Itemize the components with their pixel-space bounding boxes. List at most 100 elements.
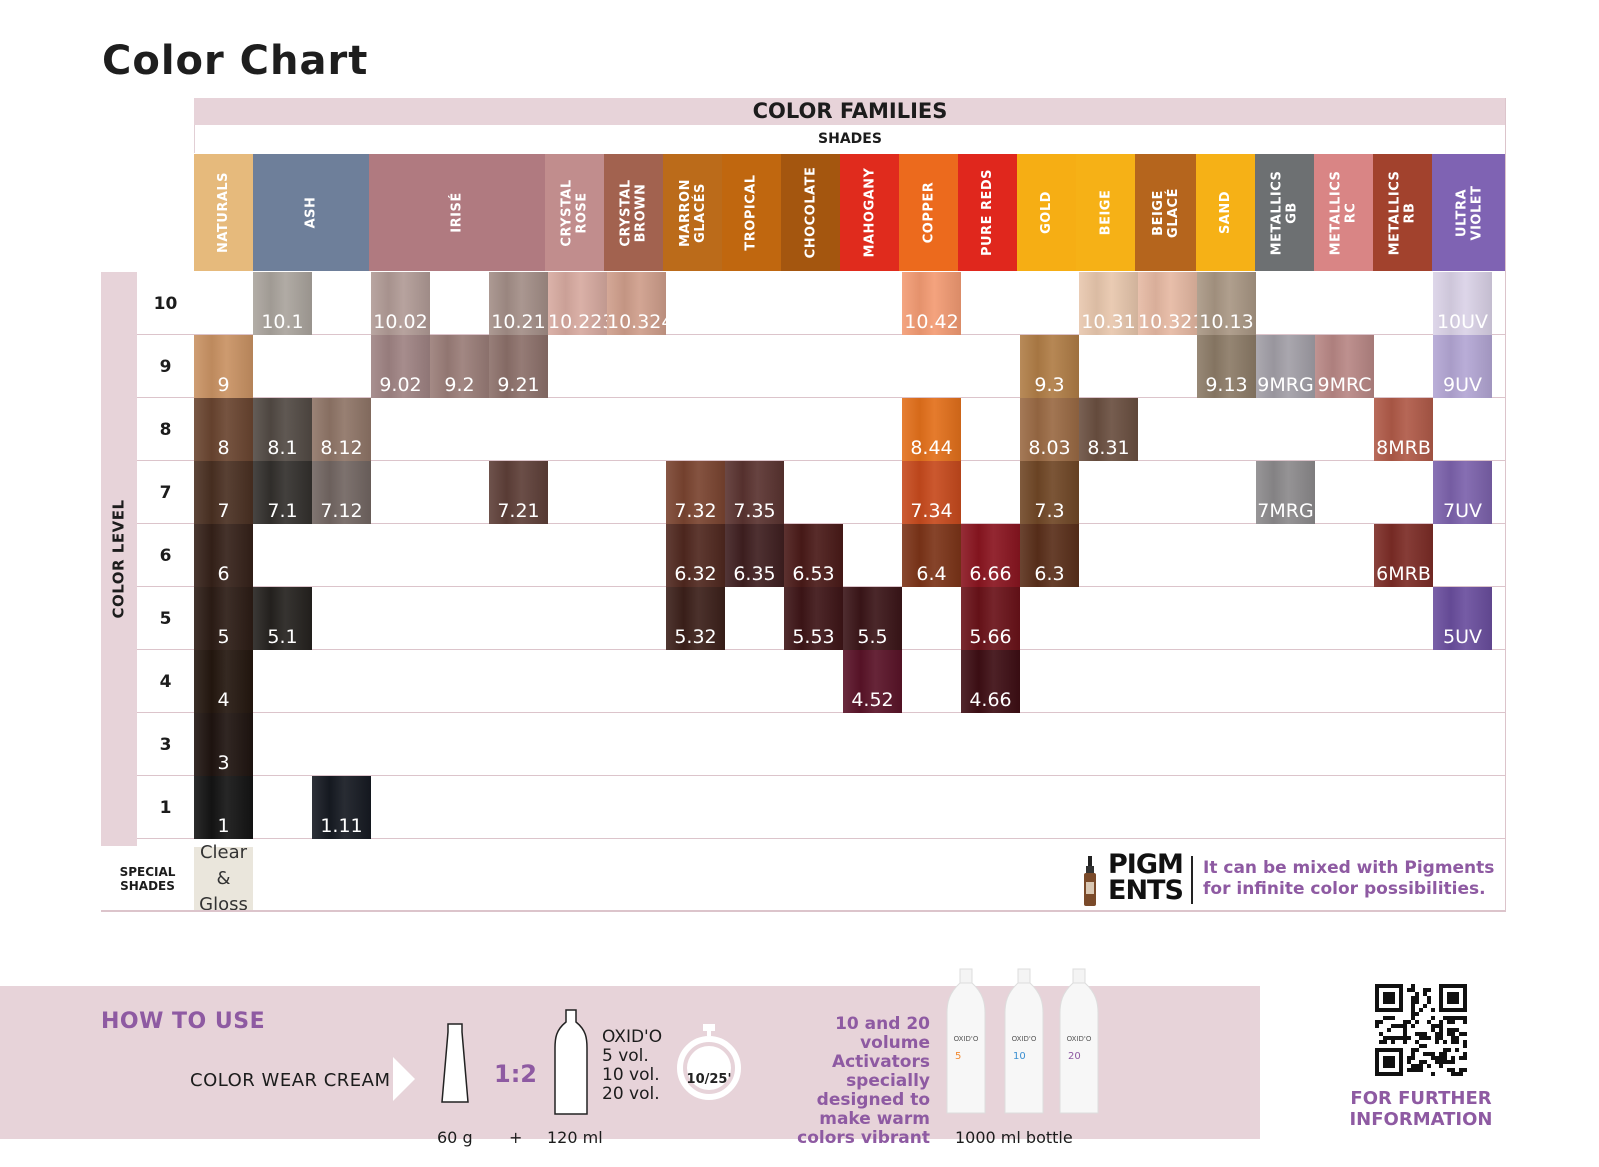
swatch-9-21[interactable]: 9.21 — [489, 335, 548, 398]
swatch-6-32[interactable]: 6.32 — [666, 524, 725, 587]
swatch-8[interactable]: 8 — [194, 398, 253, 461]
swatch-10-02[interactable]: 10.02 — [371, 272, 430, 335]
swatch-label: 9MRC — [1317, 374, 1372, 396]
swatch-5-32[interactable]: 5.32 — [666, 587, 725, 650]
swatch-label: 7.3 — [1034, 500, 1065, 522]
swatch-6[interactable]: 6 — [194, 524, 253, 587]
swatch-10uv[interactable]: 10UV — [1433, 272, 1492, 335]
family-metallics-gb: METALLICS GB — [1255, 154, 1314, 271]
swatch-7-21[interactable]: 7.21 — [489, 461, 548, 524]
swatch-label: 9.21 — [497, 374, 540, 396]
swatch-label: 5.66 — [969, 626, 1012, 648]
swatch-6-3[interactable]: 6.3 — [1020, 524, 1079, 587]
swatch-5uv[interactable]: 5UV — [1433, 587, 1492, 650]
swatch-label: 5.32 — [674, 626, 717, 648]
swatch-1[interactable]: 1 — [194, 776, 253, 839]
swatch-8mrb[interactable]: 8MRB — [1374, 398, 1433, 461]
swatch-label: 6 — [217, 563, 230, 585]
page-title: Color Chart — [102, 38, 369, 84]
swatch-label: 6.4 — [916, 563, 947, 585]
oxid-volumes: OXID'O 5 vol. 10 vol. 20 vol. — [602, 1027, 663, 1104]
swatch-6-4[interactable]: 6.4 — [902, 524, 961, 587]
swatch-8-1[interactable]: 8.1 — [253, 398, 312, 461]
swatch-7-12[interactable]: 7.12 — [312, 461, 371, 524]
swatch-4-52[interactable]: 4.52 — [843, 650, 902, 713]
swatch-9-13[interactable]: 9.13 — [1197, 335, 1256, 398]
swatch-10-321[interactable]: 10.321 — [1138, 272, 1197, 335]
swatch-4[interactable]: 4 — [194, 650, 253, 713]
swatch-6mrb[interactable]: 6MRB — [1374, 524, 1433, 587]
swatch-5-53[interactable]: 5.53 — [784, 587, 843, 650]
mix-ratio: 1:2 — [494, 1060, 537, 1088]
swatch-10-324[interactable]: 10.324 — [607, 272, 666, 335]
swatch-8-31[interactable]: 8.31 — [1079, 398, 1138, 461]
row-divider — [137, 775, 1506, 776]
swatch-6-66[interactable]: 6.66 — [961, 524, 1020, 587]
swatch-10-223[interactable]: 10.223 — [548, 272, 607, 335]
swatch-label: 6.35 — [733, 563, 776, 585]
swatch-10-13[interactable]: 10.13 — [1197, 272, 1256, 335]
family-crystal-brown: CRYSTAL BROWN — [604, 154, 663, 271]
bottle-vol: 20 — [1068, 1051, 1081, 1062]
swatch-9mrc[interactable]: 9MRC — [1315, 335, 1374, 398]
swatch-7uv[interactable]: 7UV — [1433, 461, 1492, 524]
swatch-5-66[interactable]: 5.66 — [961, 587, 1020, 650]
how-to-use-title: HOW TO USE — [101, 1009, 266, 1034]
grid-right-border — [1505, 98, 1506, 910]
cream-tube-icon — [441, 1023, 469, 1103]
swatch-label: 10UV — [1436, 311, 1489, 333]
color-level-strip — [101, 272, 137, 846]
swatch-1-11[interactable]: 1.11 — [312, 776, 371, 839]
swatch-10-21[interactable]: 10.21 — [489, 272, 548, 335]
swatch-9-2[interactable]: 9.2 — [430, 335, 489, 398]
swatch-9-02[interactable]: 9.02 — [371, 335, 430, 398]
bottle-vol: 10 — [1013, 1051, 1026, 1062]
swatch-7[interactable]: 7 — [194, 461, 253, 524]
family-chocolate: CHOCOLATE — [781, 154, 840, 271]
swatch-label: 3 — [217, 752, 230, 774]
swatch-6-53[interactable]: 6.53 — [784, 524, 843, 587]
swatch-9-3[interactable]: 9.3 — [1020, 335, 1079, 398]
swatch-label: 9 — [217, 374, 230, 396]
shades-header: SHADES — [194, 125, 1506, 153]
swatch-10-31[interactable]: 10.31 — [1079, 272, 1138, 335]
family-metallics-rb: METALLICS RB — [1373, 154, 1432, 271]
family-label: IRISÉ — [449, 192, 465, 233]
swatch-label: 10.324 — [607, 311, 666, 333]
clear-gloss-line1: Clear & — [199, 841, 248, 889]
swatch-label: 1.11 — [320, 815, 363, 837]
swatch-7-34[interactable]: 7.34 — [902, 461, 961, 524]
swatch-8-44[interactable]: 8.44 — [902, 398, 961, 461]
row-divider — [137, 838, 1506, 839]
swatch-5[interactable]: 5 — [194, 587, 253, 650]
family-naturals: NATURALS — [194, 154, 253, 271]
qr-label: FOR FURTHER INFORMATION — [1349, 1088, 1493, 1130]
family-sand: SAND — [1196, 154, 1255, 271]
swatch-5-5[interactable]: 5.5 — [843, 587, 902, 650]
family-ash: ASH — [253, 154, 369, 271]
swatch-8-03[interactable]: 8.03 — [1020, 398, 1079, 461]
qr-code-icon[interactable] — [1375, 984, 1467, 1076]
swatch-5-1[interactable]: 5.1 — [253, 587, 312, 650]
swatch-6-35[interactable]: 6.35 — [725, 524, 784, 587]
swatch-label: 7.35 — [733, 500, 776, 522]
swatch-label: 1 — [217, 815, 230, 837]
swatch-9uv[interactable]: 9UV — [1433, 335, 1492, 398]
special-shades-label: SPECIAL SHADES — [119, 864, 176, 893]
clear-gloss-swatch[interactable]: Clear & Gloss — [194, 842, 253, 915]
swatch-label: 9.02 — [379, 374, 422, 396]
swatch-3[interactable]: 3 — [194, 713, 253, 776]
swatch-7-1[interactable]: 7.1 — [253, 461, 312, 524]
swatch-4-66[interactable]: 4.66 — [961, 650, 1020, 713]
swatch-7-3[interactable]: 7.3 — [1020, 461, 1079, 524]
swatch-label: 5.5 — [857, 626, 888, 648]
swatch-8-12[interactable]: 8.12 — [312, 398, 371, 461]
swatch-9mrg[interactable]: 9MRG — [1256, 335, 1315, 398]
swatch-10-1[interactable]: 10.1 — [253, 272, 312, 335]
family-tropical: TROPICAL — [722, 154, 781, 271]
swatch-7-32[interactable]: 7.32 — [666, 461, 725, 524]
swatch-9[interactable]: 9 — [194, 335, 253, 398]
swatch-7-35[interactable]: 7.35 — [725, 461, 784, 524]
swatch-7mrg[interactable]: 7MRG — [1256, 461, 1315, 524]
swatch-10-42[interactable]: 10.42 — [902, 272, 961, 335]
